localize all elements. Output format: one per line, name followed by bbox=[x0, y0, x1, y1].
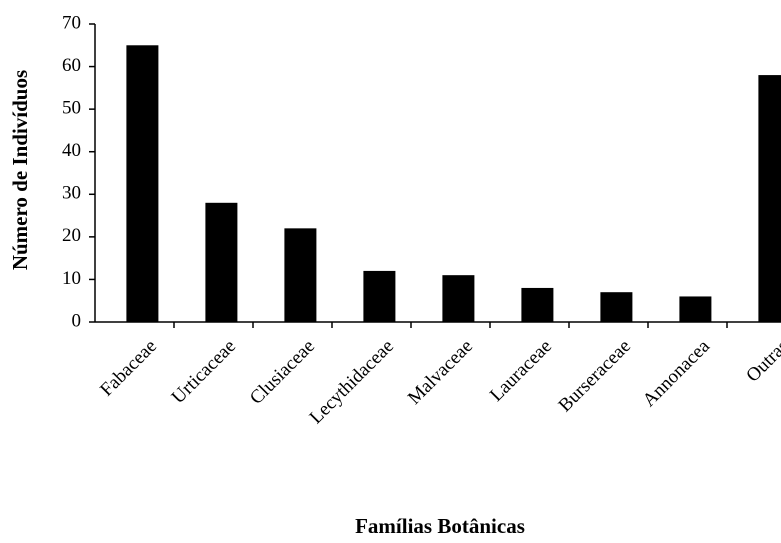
y-tick-label: 40 bbox=[62, 140, 81, 161]
bar bbox=[205, 202, 238, 322]
x-tick-label: Outras bbox=[742, 336, 781, 387]
y-tick-label: 0 bbox=[72, 310, 82, 331]
bar bbox=[758, 75, 781, 322]
y-tick-label: 70 bbox=[62, 12, 81, 33]
bar bbox=[679, 296, 712, 322]
y-tick-label: 20 bbox=[62, 225, 81, 246]
y-tick-label: 30 bbox=[62, 183, 81, 204]
bar bbox=[442, 275, 475, 322]
y-tick-label: 10 bbox=[62, 268, 81, 289]
x-axis-title: Famílias Botânicas bbox=[355, 514, 525, 538]
y-tick-label: 60 bbox=[62, 55, 81, 76]
x-tick-label: Urticaceae bbox=[168, 336, 240, 408]
x-tick-label: Annonacea bbox=[639, 335, 715, 411]
bar bbox=[284, 228, 317, 322]
y-tick-label: 50 bbox=[62, 98, 81, 119]
x-tick-label: Lauraceae bbox=[486, 336, 556, 406]
bar bbox=[126, 45, 159, 323]
x-tick-label: Fabaceae bbox=[96, 336, 161, 401]
y-axis-title: Número de Indivíduos bbox=[8, 70, 32, 270]
x-tick-label: Malvaceae bbox=[404, 336, 477, 409]
x-tick-label: Lecythidaceae bbox=[306, 336, 398, 428]
bar bbox=[521, 287, 554, 322]
x-tick-label: Burseraceae bbox=[555, 336, 635, 416]
bar bbox=[600, 292, 633, 322]
x-tick-label: Clusiaceae bbox=[246, 336, 319, 409]
bar bbox=[363, 270, 396, 322]
